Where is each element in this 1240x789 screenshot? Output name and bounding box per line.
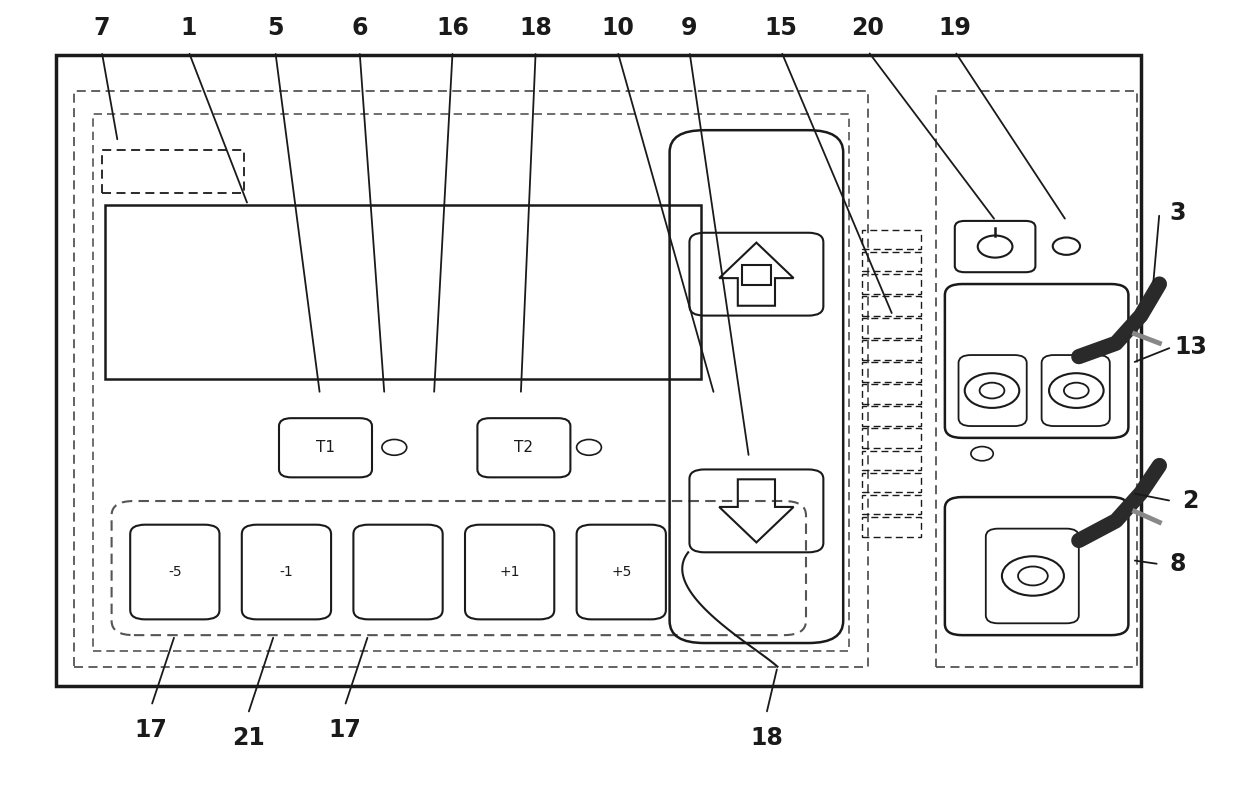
Bar	[862, 252, 921, 271]
Text: 17: 17	[135, 718, 167, 742]
Text: -1: -1	[279, 565, 294, 579]
Text: 6: 6	[351, 16, 368, 39]
Text: 8: 8	[1169, 552, 1187, 576]
Text: 13: 13	[1174, 335, 1207, 359]
Bar	[93, 114, 849, 651]
Bar	[862, 428, 921, 448]
Text: 16: 16	[436, 16, 469, 39]
Text: 15: 15	[765, 16, 797, 39]
Bar	[862, 451, 921, 470]
Text: +5: +5	[611, 565, 631, 579]
Text: 17: 17	[329, 718, 361, 742]
Bar	[74, 91, 868, 667]
Bar	[862, 296, 921, 316]
Bar	[862, 495, 921, 514]
Text: 18: 18	[520, 16, 552, 39]
Text: -5: -5	[169, 565, 181, 579]
Bar	[56, 55, 1141, 686]
Text: 21: 21	[232, 726, 264, 750]
Text: 7: 7	[93, 16, 110, 39]
Bar	[862, 318, 921, 338]
Text: T2: T2	[515, 440, 533, 455]
Text: 19: 19	[939, 16, 971, 39]
Text: 5: 5	[267, 16, 284, 39]
Text: 3: 3	[1169, 201, 1187, 225]
Text: 18: 18	[750, 726, 782, 750]
Text: 20: 20	[852, 16, 884, 39]
Text: 1: 1	[180, 16, 197, 39]
Bar	[862, 340, 921, 360]
Text: T1: T1	[316, 440, 335, 455]
Bar	[862, 473, 921, 492]
Bar	[862, 384, 921, 404]
Bar	[862, 517, 921, 537]
Bar	[105, 205, 701, 379]
Bar	[862, 274, 921, 294]
Bar	[862, 406, 921, 426]
Text: 2: 2	[1182, 489, 1199, 513]
Text: +1: +1	[500, 565, 520, 579]
Bar	[936, 91, 1137, 667]
Bar	[862, 362, 921, 382]
Bar	[102, 150, 244, 193]
Text: 9: 9	[681, 16, 698, 39]
Bar	[862, 230, 921, 249]
Text: 10: 10	[601, 16, 634, 39]
